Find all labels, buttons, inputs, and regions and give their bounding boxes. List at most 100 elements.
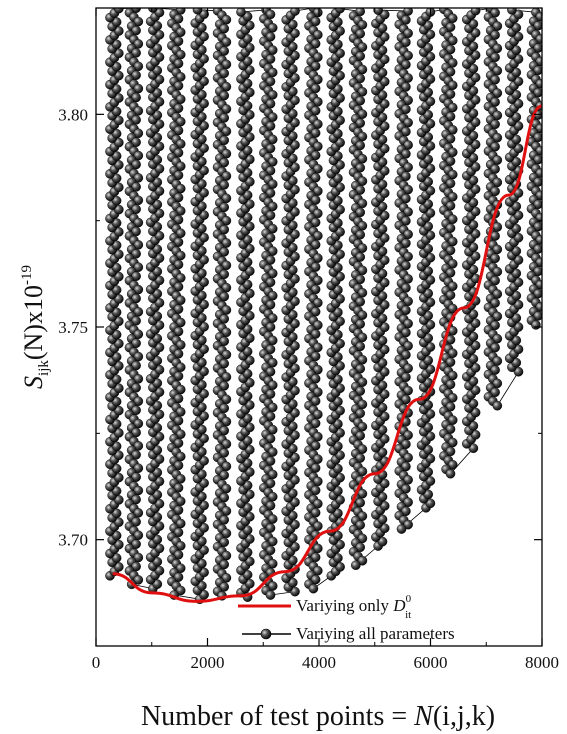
data-point [197, 357, 207, 368]
data-point [333, 39, 343, 50]
data-point [401, 104, 411, 114]
data-point [379, 233, 390, 243]
data-point [242, 458, 253, 468]
legend-marker-black [260, 628, 272, 640]
data-point [470, 28, 481, 38]
data-point [447, 392, 458, 403]
data-point [447, 35, 458, 46]
data-point [114, 539, 124, 550]
data-point [445, 245, 456, 256]
y-axis-title: Sijk(N)x10-19 [19, 265, 52, 389]
data-point [403, 117, 413, 128]
data-point [267, 179, 278, 189]
data-point [511, 112, 522, 122]
data-point [114, 115, 124, 126]
data-point [114, 316, 124, 327]
data-point [265, 411, 276, 422]
data-point [173, 192, 184, 203]
data-point [401, 238, 411, 248]
data-point [219, 224, 229, 235]
data-point [379, 277, 390, 288]
data-point [377, 157, 388, 167]
data-point [111, 39, 122, 50]
data-point [470, 50, 481, 61]
data-point [152, 88, 163, 98]
data-point [197, 335, 207, 346]
y-tick-label: 3.70 [58, 531, 88, 550]
data-point [490, 275, 500, 286]
data-point [267, 491, 278, 502]
data-point [379, 523, 390, 534]
data-point [445, 133, 456, 144]
data-point [335, 338, 345, 349]
data-point [423, 199, 434, 209]
data-point [114, 249, 124, 260]
data-point [490, 52, 500, 63]
data-point [492, 400, 503, 411]
data-point [425, 51, 436, 62]
legend-label-red: Variying only D0 it [296, 593, 412, 621]
data-point [197, 179, 207, 189]
data-point [133, 329, 144, 340]
data-point [154, 253, 165, 263]
data-point [219, 448, 229, 458]
data-point [333, 508, 343, 519]
data-point [447, 303, 458, 314]
data-point [335, 249, 345, 260]
data-point [310, 262, 321, 272]
data-point [221, 14, 232, 25]
data-point [199, 165, 209, 176]
data-point [492, 132, 503, 143]
data-point [111, 352, 122, 362]
data-point [152, 177, 163, 187]
data-point [310, 172, 321, 183]
data-point [221, 416, 232, 427]
data-point [513, 366, 524, 377]
data-point [197, 201, 207, 211]
data-point [219, 515, 229, 525]
data-point [511, 246, 522, 256]
data-point [403, 341, 413, 351]
data-point [265, 500, 276, 511]
data-point [290, 385, 300, 396]
data-point [219, 113, 229, 123]
data-point [242, 301, 253, 312]
data-point [197, 22, 207, 33]
data-point [511, 22, 522, 33]
data-point [244, 266, 255, 276]
data-point [244, 65, 255, 75]
data-point [350, 560, 361, 571]
data-point [114, 93, 124, 103]
data-point [265, 121, 276, 131]
data-point [290, 542, 300, 552]
data-point [221, 260, 232, 271]
data-point [133, 150, 144, 161]
data-point [423, 489, 434, 500]
data-point [423, 444, 434, 455]
data-point [310, 83, 321, 94]
data-point [131, 472, 141, 482]
data-point [403, 184, 413, 195]
data-point [357, 109, 368, 119]
data-point [221, 573, 232, 583]
data-point [244, 444, 255, 455]
data-point [401, 327, 411, 338]
data-point [425, 96, 436, 107]
data-point [335, 539, 345, 550]
data-point [197, 268, 207, 279]
data-point [377, 246, 388, 257]
data-point [199, 545, 209, 555]
data-point [242, 145, 253, 156]
data-point [265, 54, 276, 64]
data-point [312, 119, 323, 129]
data-point [403, 207, 413, 217]
data-point [154, 297, 165, 308]
data-point [111, 218, 122, 228]
data-point [513, 255, 524, 265]
data-point [423, 221, 434, 232]
data-point [287, 376, 298, 387]
data-point [114, 26, 124, 36]
data-point [396, 524, 407, 534]
data-point [131, 539, 141, 549]
data-point [445, 446, 456, 457]
